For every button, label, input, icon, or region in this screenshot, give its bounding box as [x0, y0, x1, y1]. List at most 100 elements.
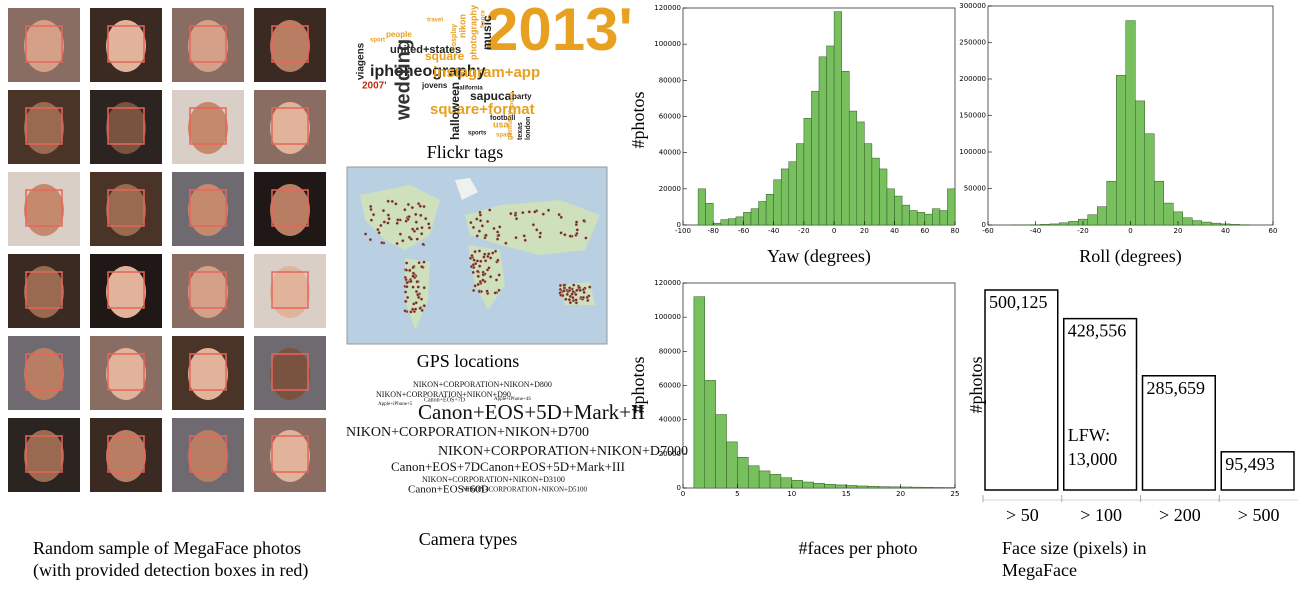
map-dot: [563, 233, 567, 237]
map-dot: [538, 235, 542, 239]
map-dot: [395, 241, 399, 246]
detection-box: [25, 25, 63, 63]
face: [188, 430, 228, 482]
map-dot: [471, 288, 476, 293]
map-dot: [493, 249, 498, 254]
axis-label: Face size (pixels) in MegaFace: [1002, 538, 1147, 580]
map-dot: [417, 261, 421, 265]
map-dot: [484, 233, 488, 238]
caption: GPS locations: [416, 351, 520, 371]
face: [106, 20, 146, 72]
bar: [916, 212, 926, 226]
tag-word: germany: [507, 111, 514, 140]
tag-word: square: [425, 49, 465, 63]
x-tick-label: -60: [738, 227, 749, 235]
bar: [824, 483, 836, 489]
tag-word: travel: [427, 18, 443, 24]
camera-word: NIKON+CORPORATION+NIKON+D5100: [462, 486, 588, 494]
x-tick-label: -40: [1030, 227, 1041, 235]
map-dot: [386, 221, 390, 225]
map-dot: [567, 298, 572, 302]
map-dot: [411, 271, 416, 275]
camera-word: NIKON+CORPORATION+NIKON+D90: [376, 390, 511, 399]
detection-box: [107, 353, 145, 391]
map-dot: [413, 307, 418, 311]
bar: [720, 219, 729, 226]
x-tick-label: 10: [787, 490, 796, 498]
map-dot: [477, 229, 482, 233]
x-tick-label: 0: [681, 490, 685, 498]
bar: [1230, 224, 1240, 226]
y-axis-label: #photos: [628, 356, 648, 413]
x-tick-label: 60: [1269, 227, 1278, 235]
face: [270, 102, 310, 154]
bar: [871, 157, 880, 226]
y-tick-label: 60000: [659, 113, 681, 121]
bar: [697, 188, 706, 226]
map-dot: [468, 256, 473, 260]
map-dot: [419, 232, 424, 236]
x-tick-label: > 100: [1080, 505, 1122, 525]
map-dot: [575, 228, 579, 232]
tag-word: square+format: [430, 101, 535, 118]
map-dot: [578, 288, 582, 293]
map-dot: [497, 233, 501, 237]
value-label: 428,556: [1068, 321, 1127, 341]
map-dot: [403, 207, 407, 212]
map-dot: [541, 212, 546, 216]
map-land: [465, 200, 600, 255]
map-dot: [477, 249, 482, 253]
x-tick-label: -60: [982, 227, 993, 235]
x-tick-label: > 500: [1238, 505, 1280, 525]
tag-word: sport: [370, 38, 385, 44]
y-tick-label: 250000: [959, 39, 986, 47]
face: [24, 184, 64, 236]
map-dot: [473, 284, 477, 288]
y-tick-label: 50000: [964, 185, 986, 193]
face: [188, 102, 228, 154]
bar: [726, 441, 738, 489]
map-dot: [509, 211, 513, 216]
map-dot: [415, 227, 420, 231]
map-dot: [379, 223, 383, 228]
bar: [922, 487, 934, 489]
map-dot: [504, 241, 508, 245]
bar: [1144, 133, 1155, 226]
map-dot: [562, 283, 566, 287]
bar: [894, 195, 903, 226]
tag-word: sports: [468, 131, 487, 137]
x-tick-label: 20: [1174, 227, 1183, 235]
map-dot: [411, 265, 415, 270]
map-dot: [416, 285, 420, 289]
tag-word: party: [512, 92, 532, 101]
map-dot: [471, 225, 476, 230]
map-dot: [482, 255, 486, 259]
face: [270, 266, 310, 318]
tag-word: texas: [517, 122, 524, 140]
tag-word: people: [386, 30, 412, 39]
camera-word: NIKON+CORPORATION+NIKON+D3100: [422, 475, 565, 484]
map-dot: [585, 295, 589, 300]
y-axis-label: #photos: [628, 91, 648, 148]
map-dot: [419, 297, 424, 301]
map-dot: [369, 204, 373, 209]
y-tick-label: 120000: [654, 4, 681, 12]
map-dot: [407, 235, 412, 240]
map-dot: [414, 289, 419, 294]
map-dot: [492, 226, 496, 231]
x-tick-label: > 200: [1159, 505, 1201, 525]
map-dot: [496, 258, 500, 262]
value-label: 500,125: [989, 292, 1048, 312]
map-dot: [377, 231, 381, 235]
map-dot: [420, 308, 424, 313]
bar: [879, 168, 888, 226]
face: [106, 348, 146, 400]
face: [24, 20, 64, 72]
x-tick-label: -80: [708, 227, 719, 235]
x-tick-label: -20: [1077, 227, 1088, 235]
x-tick-label: 40: [1221, 227, 1230, 235]
bar: [911, 486, 923, 489]
tag-word: wedding: [392, 39, 414, 121]
